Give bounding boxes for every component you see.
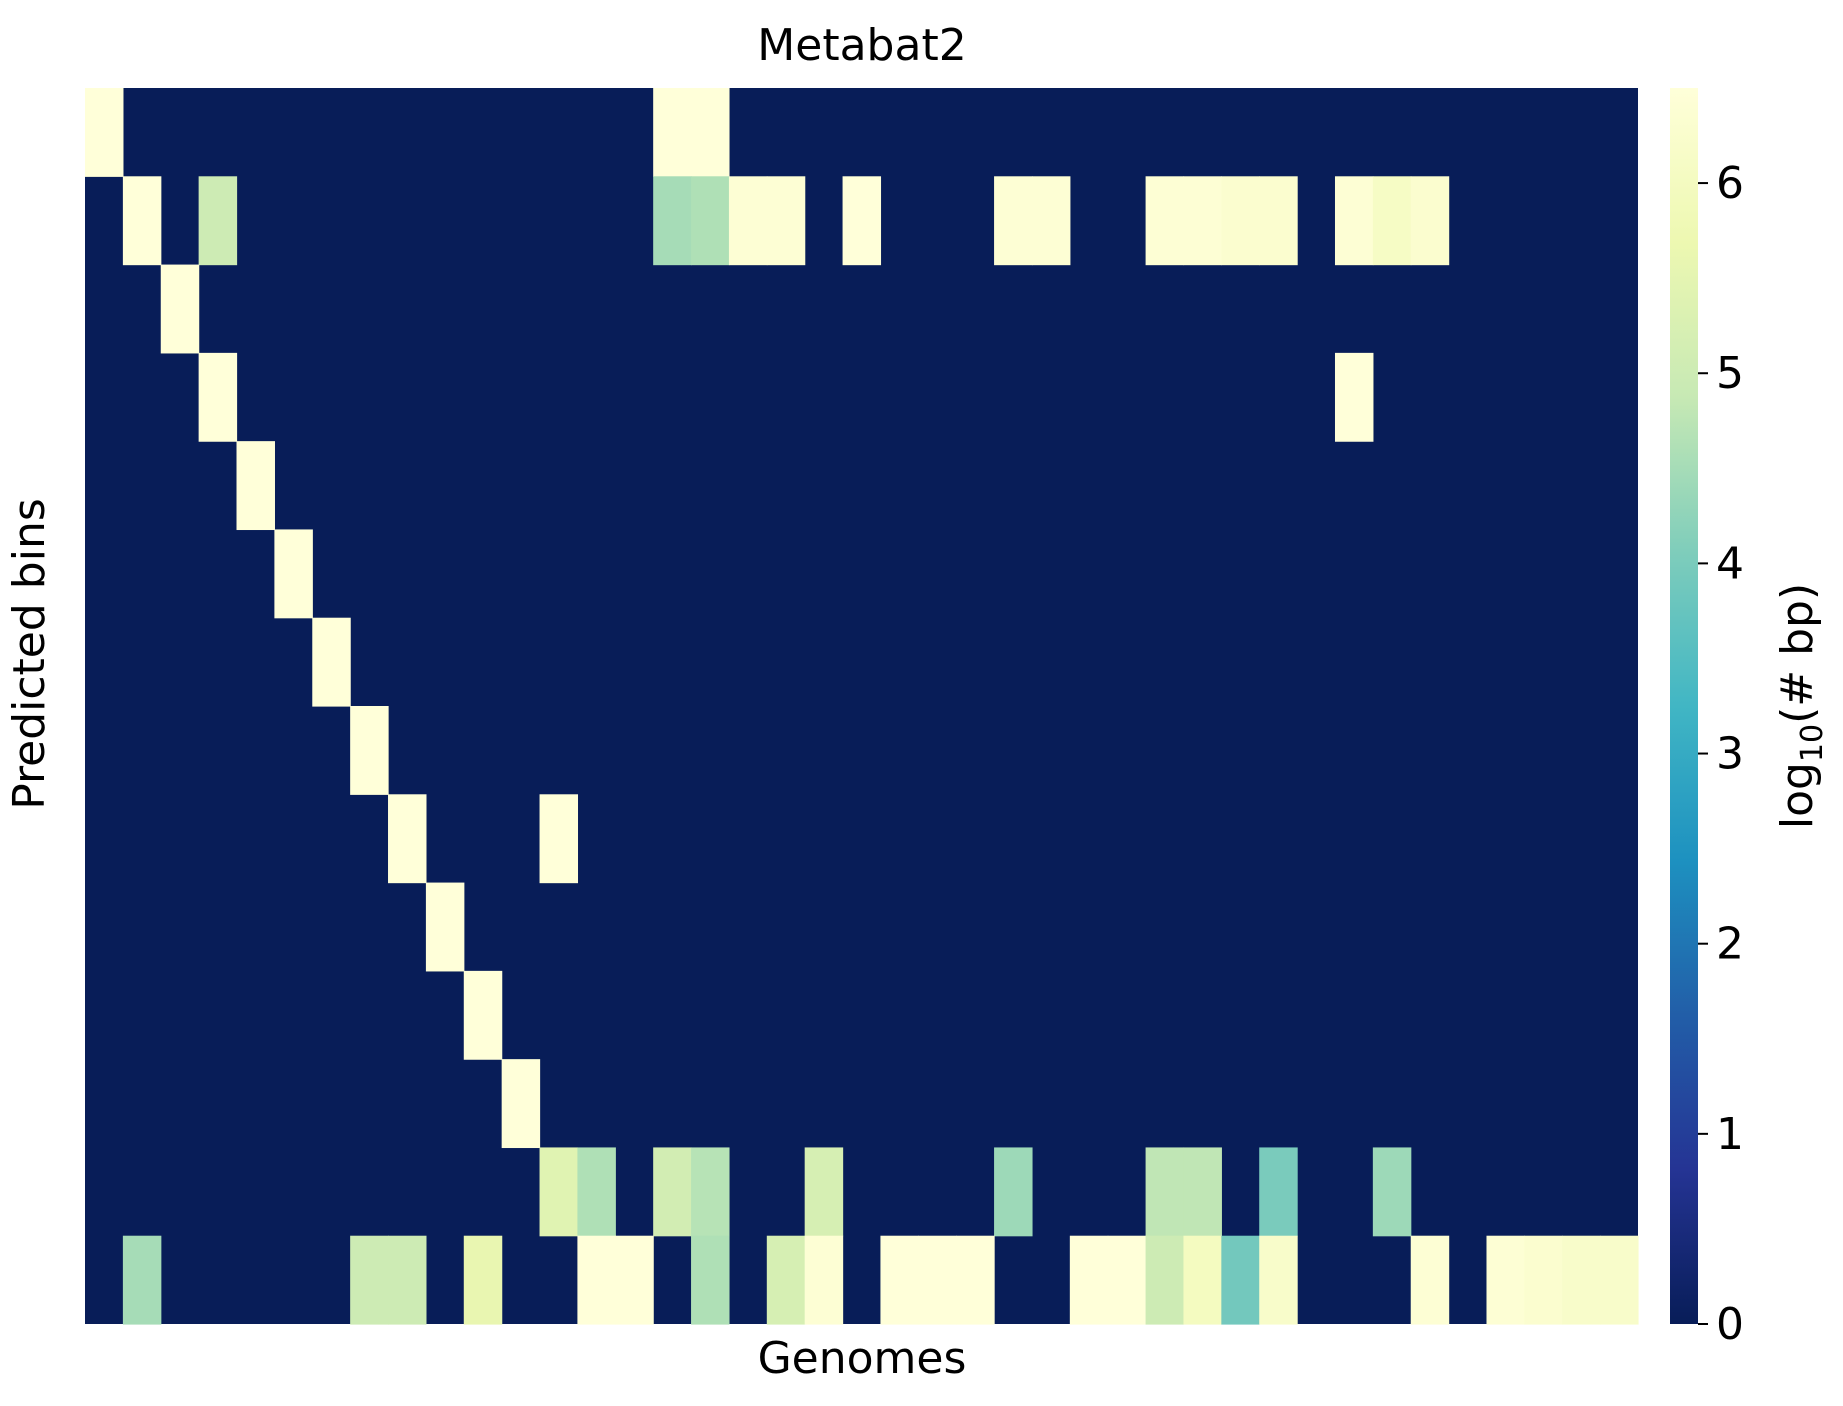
colorbar-label: log10(# bp) [1772,583,1830,829]
colorbar-tick-label: 4 [1716,538,1744,589]
heatmap-cell [577,1147,616,1237]
heatmap-cell [615,1235,654,1325]
heatmap-cell [1031,176,1071,266]
chart-title: Metabat2 [757,20,966,71]
heatmap-cell [1183,1235,1222,1325]
heatmap-cell [1259,176,1298,266]
heatmap-cell [994,1147,1033,1237]
heatmap-cell [1069,1235,1109,1325]
colorbar-label-subscript: 10 [1795,724,1830,762]
heatmap-cell [85,88,124,177]
heatmap-cell [653,1147,692,1237]
heatmap-cell [691,1235,730,1325]
heatmap-cell [653,88,692,177]
heatmap-cell [312,617,351,707]
heatmap-cell [1107,1235,1147,1325]
heatmap-cell [1562,1235,1601,1325]
heatmap-cell [425,882,465,972]
heatmap-cell [1334,176,1374,266]
heatmap-cell [691,88,730,177]
heatmap-cell [653,176,692,266]
colorbar-tick-label: 0 [1716,1299,1744,1350]
heatmap-cell [956,1235,995,1325]
heatmap-cell [198,352,238,442]
colorbar-ticks: 0 1 2 3 4 5 6 [1698,158,1744,1350]
heatmap-cell [1145,176,1185,266]
heatmap-cell [880,1235,919,1325]
heatmap-cell [539,1147,579,1237]
heatmap-cell [1221,1235,1260,1325]
heatmap-cell [1600,1235,1639,1325]
colorbar-tick-label: 1 [1716,1109,1744,1160]
heatmap-cell [1221,176,1260,266]
heatmap-cell [1145,1235,1185,1325]
heatmap-cell [501,1059,541,1149]
heatmap-cell [577,1235,616,1325]
heatmap-cell [388,1235,427,1325]
heatmap-cell [1145,1147,1185,1237]
heatmap-cell [1372,1147,1412,1237]
y-axis-label: Predicted bins [4,498,55,810]
heatmap-cell [1183,176,1222,266]
heatmap-cell [122,176,162,266]
heatmap-cells [85,88,1639,1325]
colorbar [1670,88,1698,1324]
heatmap-cell [691,176,730,266]
colorbar-tick-label: 2 [1716,919,1744,970]
heatmap-cell [350,1235,389,1325]
heatmap-cell [1486,1235,1525,1325]
heatmap-cell [1259,1235,1298,1325]
heatmap-cell [1524,1235,1563,1325]
heatmap-cell [388,794,427,884]
heatmap-cell [1372,176,1412,266]
colorbar-tick-label: 5 [1716,348,1744,399]
heatmap-cell [539,794,579,884]
colorbar-tick-label: 6 [1716,158,1744,209]
heatmap-cell [463,970,503,1060]
heatmap-cell [236,441,275,531]
heatmap-cell [1183,1147,1222,1237]
heatmap-cell [766,1235,806,1325]
heatmap-cell [1410,176,1450,266]
heatmap-cell [463,1235,503,1325]
heatmap-cell [122,1235,162,1325]
heatmap-cell [350,706,389,795]
heatmap-cell [842,176,882,266]
colorbar-tick-label: 3 [1716,729,1744,780]
heatmap-cell [1334,352,1374,442]
heatmap-cell [766,176,806,266]
heatmap-cell [994,176,1033,266]
heatmap-cell [1410,1235,1450,1325]
heatmap-cell [804,1147,844,1237]
heatmap-cell [804,1235,844,1325]
heatmap-cell [198,176,238,266]
heatmap-cell [918,1235,957,1325]
heatmap-cell [274,529,313,619]
x-axis-label: Genomes [758,1333,967,1384]
heatmap-cell [691,1147,730,1237]
heatmap-cell [160,264,200,354]
heatmap-cell [1259,1147,1298,1237]
heatmap-cell [728,176,768,266]
